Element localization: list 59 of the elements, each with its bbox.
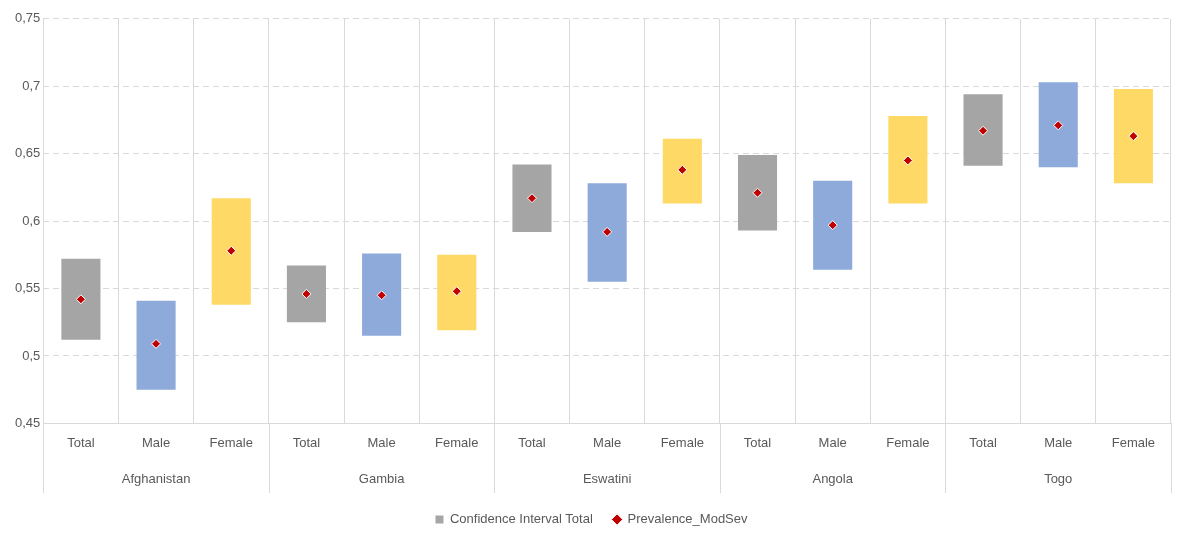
text: Angola <box>812 470 854 486</box>
text: Eswatini <box>582 470 632 486</box>
bar <box>1113 88 1153 184</box>
bar <box>512 164 552 232</box>
bar <box>1038 82 1078 168</box>
bar <box>437 254 477 331</box>
point <box>978 125 989 136</box>
bar <box>136 300 176 390</box>
x-tick-label: Male <box>818 434 847 450</box>
x-tick-label: Total <box>969 434 997 450</box>
bar <box>61 258 101 340</box>
point <box>75 294 86 305</box>
y-tick-label: 0,65 <box>14 145 41 161</box>
bar <box>737 155 778 231</box>
point <box>151 338 162 349</box>
y-tick-label: 0,45 <box>14 414 41 430</box>
point <box>226 245 237 256</box>
bar <box>211 198 251 305</box>
bar <box>587 183 627 282</box>
bar <box>813 180 853 270</box>
x-tick-label: Female <box>435 434 479 450</box>
y-tick-label: 0,5 <box>22 347 41 363</box>
point <box>376 290 387 301</box>
bar <box>888 115 928 204</box>
x-tick-label: Male <box>367 434 396 450</box>
bar <box>362 253 402 336</box>
x-tick-label: Total <box>67 434 95 450</box>
x-tick-label: Male <box>141 434 171 450</box>
point <box>301 288 312 299</box>
bar <box>286 265 326 323</box>
point <box>902 155 913 166</box>
text: Gambia <box>358 470 406 486</box>
legend-label: Confidence Interval Total <box>449 511 593 527</box>
point <box>451 286 462 297</box>
text: Togo <box>1044 470 1073 486</box>
y-tick-label: 0,75 <box>14 10 41 26</box>
legend-label: Prevalence_ModSev <box>627 511 749 527</box>
y-tick-label: 0,55 <box>14 280 41 296</box>
y-tick-label: 0,7 <box>22 77 41 93</box>
x-tick-label: Female <box>886 434 930 450</box>
point <box>1128 131 1139 142</box>
point <box>677 164 688 175</box>
x-tick-label: Female <box>209 434 253 450</box>
x-tick-label: Female <box>660 434 705 450</box>
y-tick-label: 0,6 <box>22 212 41 228</box>
point <box>526 193 537 204</box>
point <box>827 220 838 231</box>
x-tick-label: Male <box>1044 434 1073 450</box>
x-tick-label: Total <box>743 434 772 450</box>
text: Afghanistan <box>121 470 191 486</box>
x-tick-label: Male <box>593 434 622 450</box>
x-tick-label: Total <box>292 434 321 450</box>
bar <box>963 94 1003 166</box>
point <box>1053 120 1064 131</box>
x-tick-label: Total <box>518 434 546 450</box>
x-tick-label: Female <box>1111 434 1156 450</box>
bar <box>662 138 702 204</box>
point <box>752 187 763 198</box>
point <box>602 226 613 237</box>
